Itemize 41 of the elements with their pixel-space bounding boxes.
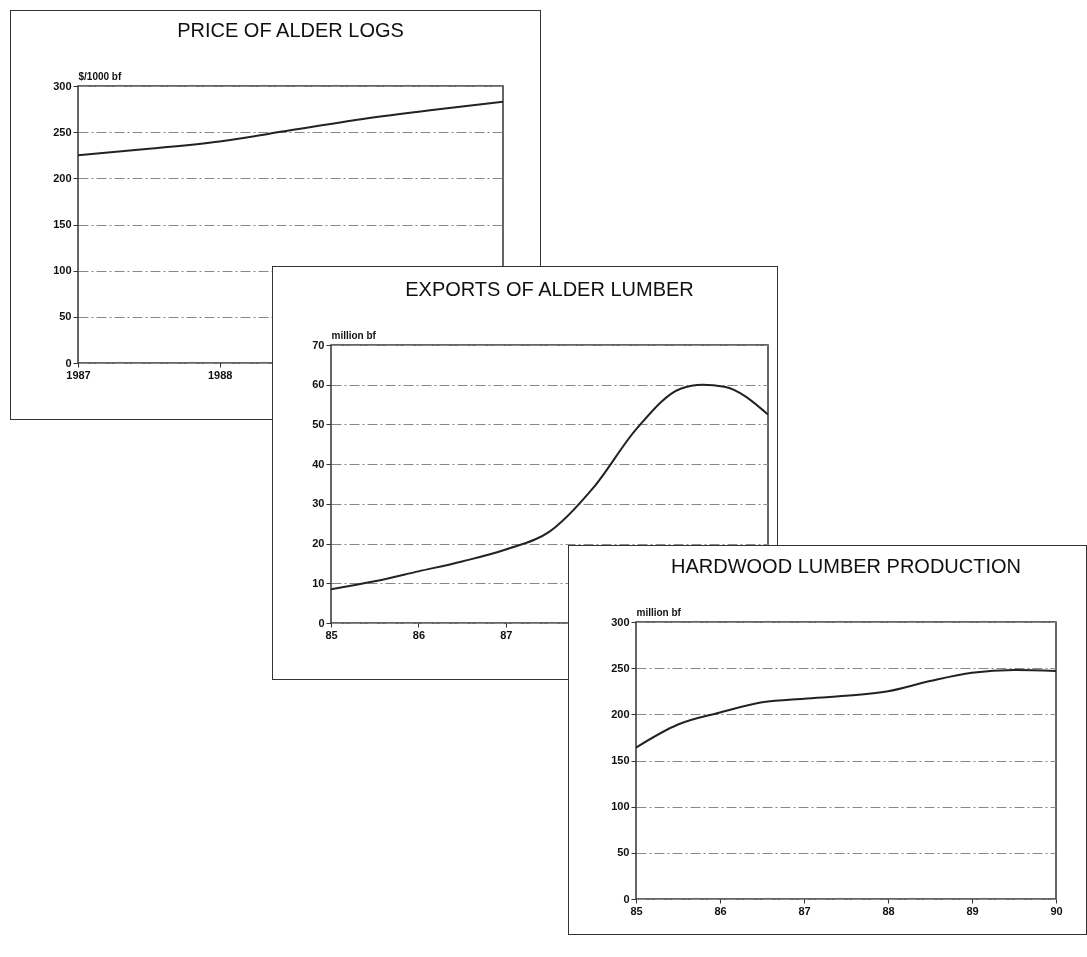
x-tick-label: 89 (966, 904, 979, 917)
y-axis-title: million bf (636, 606, 682, 618)
line-series (78, 100, 503, 157)
y-tick-label: 20 (312, 537, 325, 550)
y-tick-label: 50 (617, 846, 630, 859)
chart-title: HARDWOOD LUMBER PRODUCTION (670, 555, 1022, 577)
y-tick-label: 250 (611, 661, 630, 674)
chart-title: EXPORTS OF ALDER LUMBER (405, 278, 694, 300)
y-tick-label: 40 (312, 457, 325, 470)
y-axis-title: $/1000 bf (78, 70, 122, 82)
y-tick-label: 300 (611, 615, 630, 628)
chart-title: PRICE OF ALDER LOGS (177, 19, 404, 41)
y-tick-label: 0 (65, 356, 72, 369)
y-tick-label: 250 (53, 125, 72, 138)
y-axis-title: million bf (331, 329, 377, 341)
x-tick-label: 87 (798, 904, 811, 917)
x-tick-label: 85 (325, 628, 338, 641)
y-tick-label: 0 (318, 616, 325, 629)
y-tick-label: 100 (53, 264, 72, 277)
x-tick-label: 1987 (66, 368, 91, 381)
y-tick-label: 60 (312, 378, 325, 391)
y-tick-label: 300 (53, 79, 72, 92)
y-tick-label: 0 (623, 892, 630, 905)
y-tick-label: 200 (53, 171, 72, 184)
x-tick-label: 86 (714, 904, 727, 917)
y-tick-label: 100 (611, 800, 630, 813)
x-tick-label: 87 (500, 628, 513, 641)
x-tick-label: 90 (1050, 904, 1063, 917)
y-tick-label: 200 (611, 707, 630, 720)
line-series (636, 669, 1056, 749)
y-tick-label: 150 (611, 754, 630, 766)
y-tick-label: 10 (312, 576, 325, 589)
y-tick-label: 70 (312, 338, 325, 351)
x-tick-label: 1988 (207, 368, 233, 381)
y-tick-label: 50 (59, 310, 72, 323)
x-tick-label: 85 (630, 904, 643, 917)
x-tick-label: 86 (412, 628, 426, 641)
y-tick-label: 150 (53, 218, 72, 230)
x-tick-label: 88 (882, 904, 895, 917)
y-tick-label: 50 (312, 417, 325, 430)
y-tick-label: 30 (312, 497, 325, 510)
